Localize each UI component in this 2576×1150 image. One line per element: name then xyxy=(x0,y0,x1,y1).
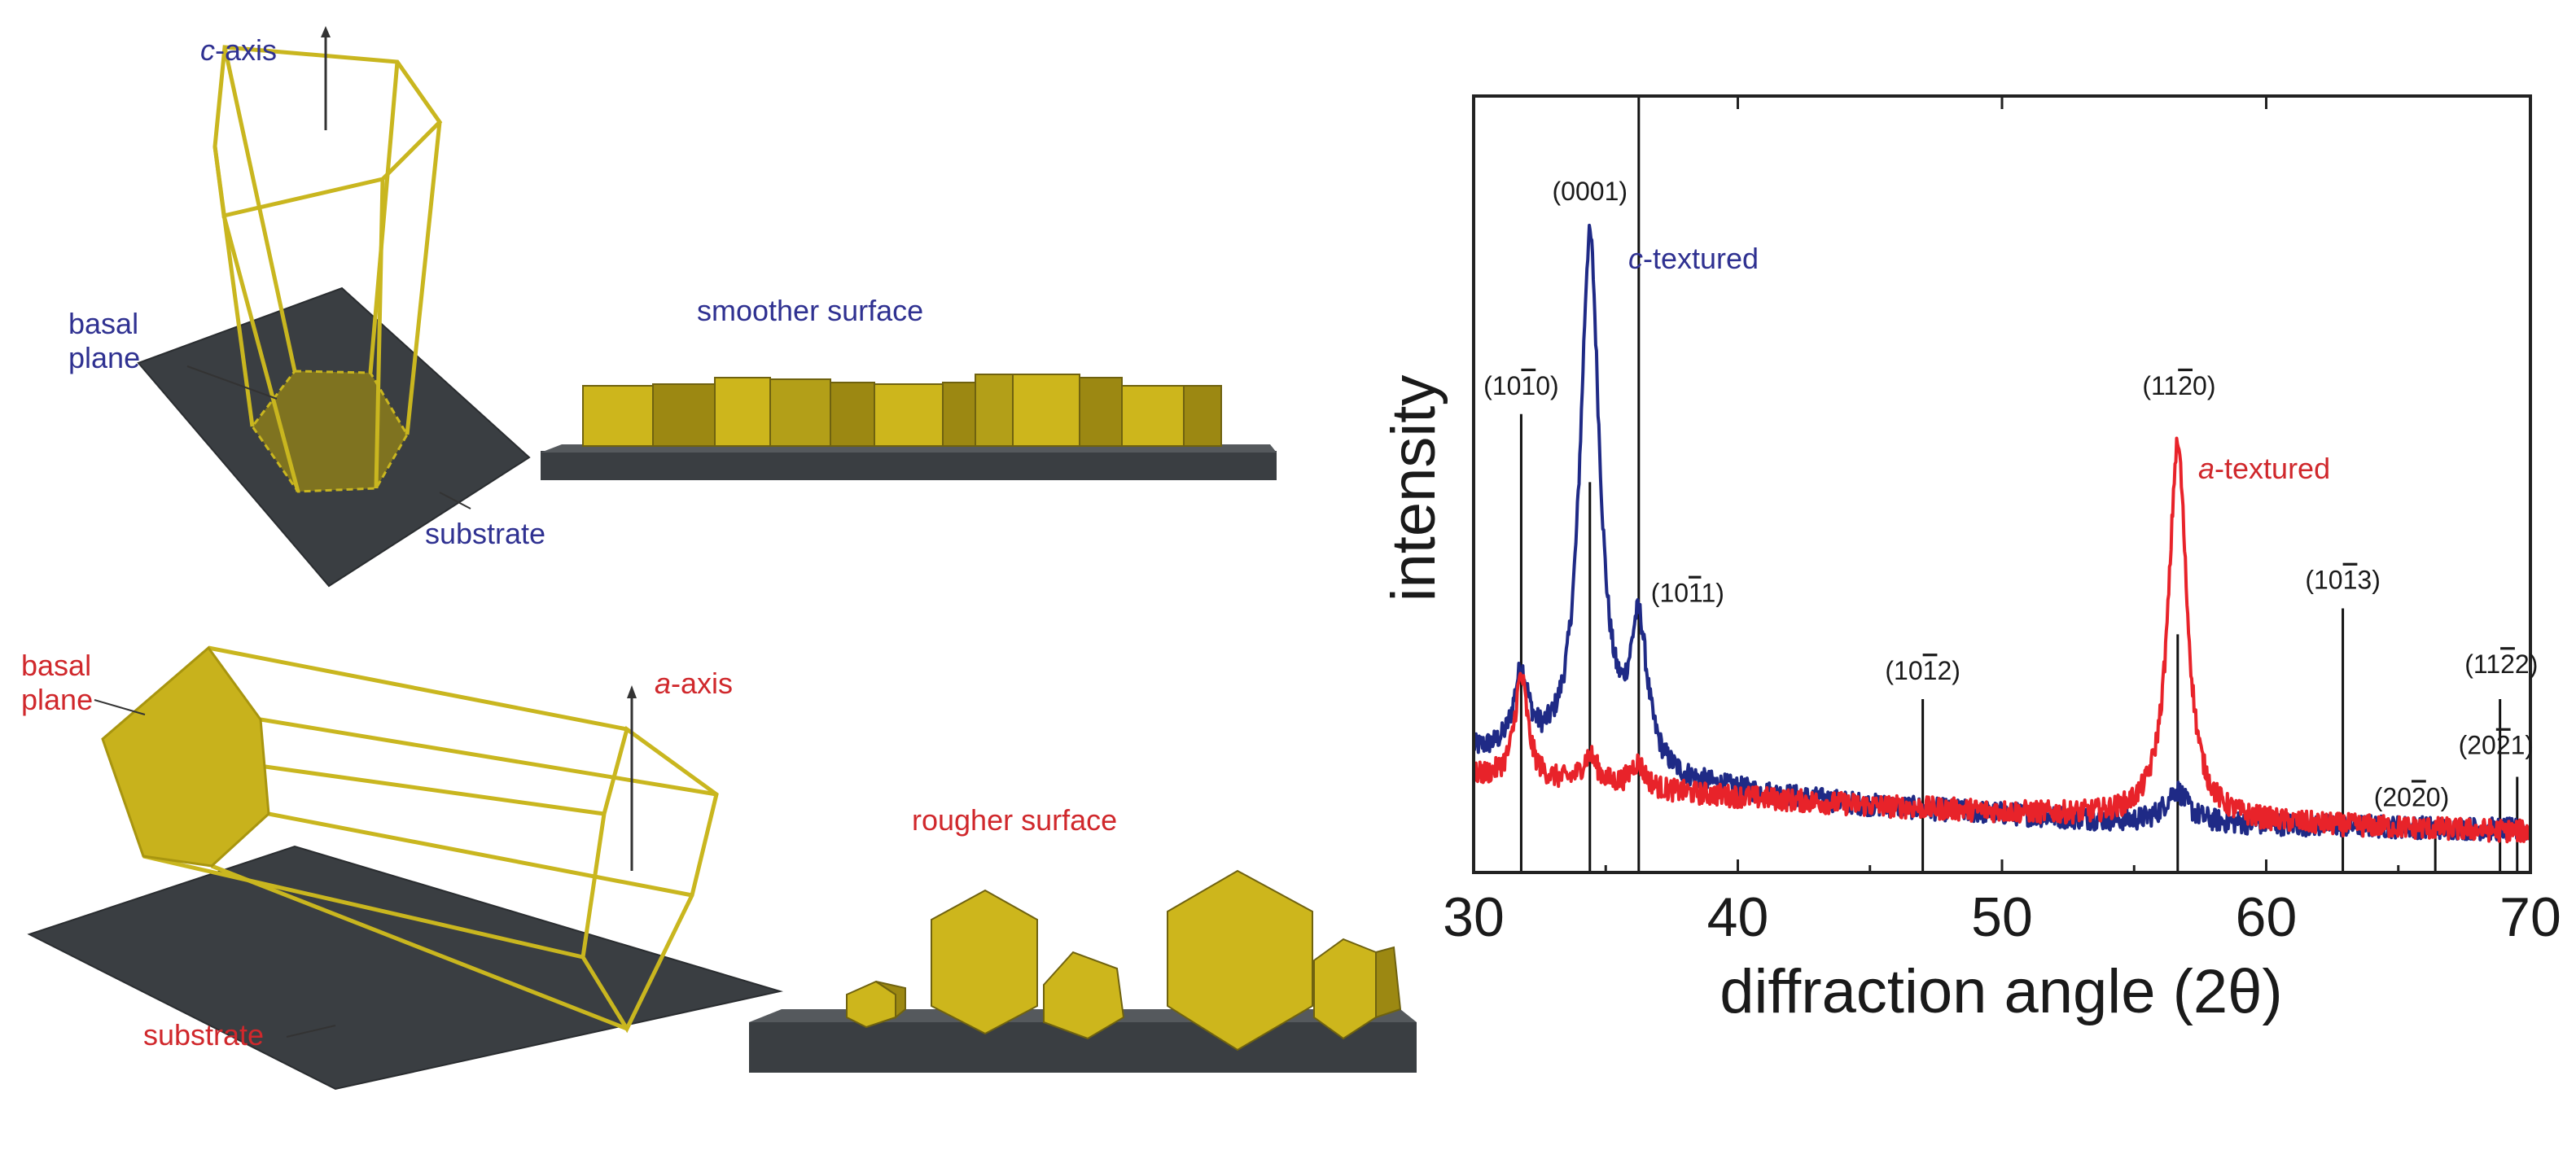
c-basal-leader xyxy=(186,365,278,400)
c-basal-label-2: plane xyxy=(68,341,140,374)
a-substrate-label: substrate xyxy=(143,1018,264,1052)
c-crystal-edges xyxy=(212,46,442,492)
rougher-surface-label: rougher surface xyxy=(912,803,1117,837)
a-axis-label: a-axis xyxy=(655,667,733,700)
c-textured-legend: c-textured xyxy=(1628,242,1759,275)
a-textured-series-line xyxy=(1474,436,2530,844)
c-axis-arrowhead xyxy=(321,26,331,37)
peak-label-2: (1011) xyxy=(1651,579,1724,608)
peak-label-4: (1120) xyxy=(2142,371,2215,400)
rougher-grains xyxy=(846,869,1402,1052)
x-axis-label: diffraction angle (2θ) xyxy=(1720,957,2282,1026)
peak-label-3: (1012) xyxy=(1885,656,1960,685)
x-tick-label-30: 30 xyxy=(1443,886,1505,948)
axis-ticks: 30 40 50 60 70 xyxy=(1443,96,2561,948)
smoother-grains xyxy=(582,374,1222,447)
a-textured-schematic: basal plane a-axis substrate xyxy=(21,645,783,1091)
x-tick-label-50: 50 xyxy=(1971,886,2033,948)
peak-label-0: (0001) xyxy=(1553,177,1628,206)
c-basal-label-1: basal xyxy=(68,307,138,340)
c-substrate-label: substrate xyxy=(425,517,545,550)
a-basal-plane-hexagon xyxy=(101,645,270,868)
annotation-layer: (0001) (1010) (1011) (1012) (1120) (1013) (202… xyxy=(1483,177,2538,811)
x-tick-label-40: 40 xyxy=(1707,886,1769,948)
peak-label-5: (1013) xyxy=(2305,566,2381,595)
x-tick-label-70: 70 xyxy=(2499,886,2561,948)
c-axis-suffix: -axis xyxy=(215,33,277,67)
a-axis-arrowhead xyxy=(627,685,637,698)
a-textured-suffix: -textured xyxy=(2215,452,2330,485)
a-axis-prefix: a xyxy=(655,667,671,700)
c-textured-suffix: -textured xyxy=(1643,242,1759,275)
a-basal-label-1: basal xyxy=(21,649,91,682)
a-textured-legend: a-textured xyxy=(2198,452,2330,485)
series-layer xyxy=(1474,223,2530,844)
c-textured-series-line xyxy=(1474,223,2530,842)
ref-lines-layer xyxy=(1519,96,2519,872)
c-axis-label: c-axis xyxy=(200,33,277,67)
smoother-surface-schematic: smoother surface xyxy=(541,294,1277,480)
y-axis-label: intensity xyxy=(1379,375,1448,602)
plot-frame xyxy=(1472,94,2532,874)
a-substrate-leader xyxy=(286,1025,336,1038)
peak-label-7: (1122) xyxy=(2464,649,2538,679)
c-textured-schematic: c-axis basal plane substrate xyxy=(68,26,545,588)
c-crystal-top xyxy=(212,45,443,219)
a-textured-prefix: a xyxy=(2198,452,2215,485)
a-axis-suffix: -axis xyxy=(671,667,733,700)
peak-label-6: (2020) xyxy=(2374,782,2450,811)
rougher-surface-schematic: rougher surface xyxy=(749,803,1417,1073)
x-tick-label-60: 60 xyxy=(2236,886,2298,948)
a-crystal-edges xyxy=(136,645,717,1031)
xrd-chart: 30 40 50 60 70 (0001) (1010) (1011) (1012) (1120… xyxy=(1379,94,2561,1026)
c-substrate-leader xyxy=(439,492,471,509)
a-basal-label-2: plane xyxy=(21,683,93,716)
peak-label-1: (1010) xyxy=(1483,371,1559,400)
smoother-substrate xyxy=(541,451,1277,480)
peak-label-8: (2021) xyxy=(2459,731,2534,760)
c-axis-prefix: c xyxy=(200,33,215,67)
smoother-surface-label: smoother surface xyxy=(697,294,923,327)
a-substrate-plate xyxy=(27,845,783,1091)
a-basal-leader xyxy=(94,699,146,715)
c-textured-prefix: c xyxy=(1628,242,1643,275)
